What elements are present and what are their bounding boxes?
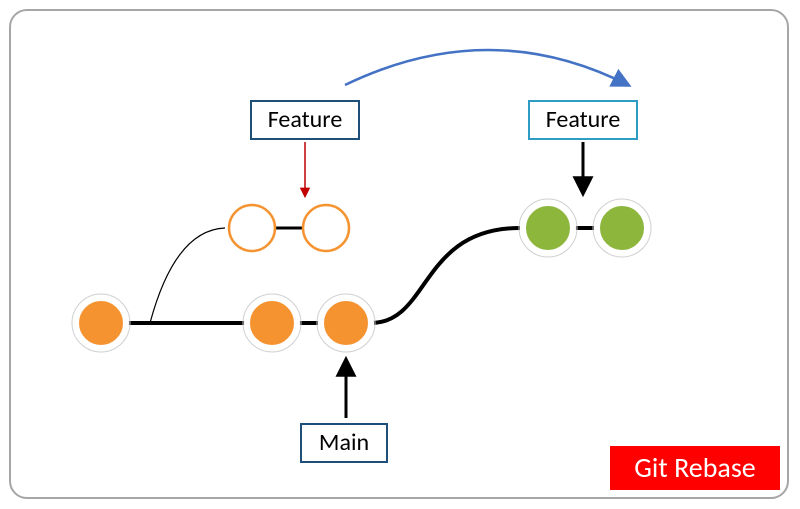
title-text: Git Rebase [634,450,755,485]
main-text: Main [319,428,369,457]
diagram-frame [9,9,789,499]
feature-old-text: Feature [268,105,343,134]
feature-new-text: Feature [546,105,621,134]
feature-old-label: Feature [250,100,360,140]
feature-new-label: Feature [528,100,638,140]
main-label: Main [300,423,388,463]
title-badge: Git Rebase [610,446,780,490]
